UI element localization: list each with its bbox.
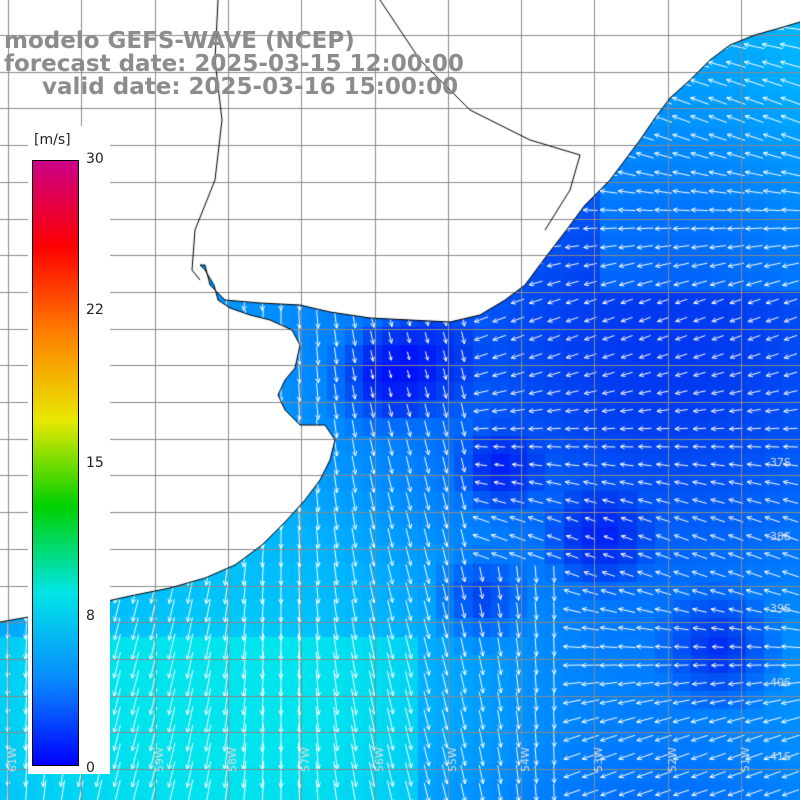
wind-speed-map — [0, 0, 800, 800]
